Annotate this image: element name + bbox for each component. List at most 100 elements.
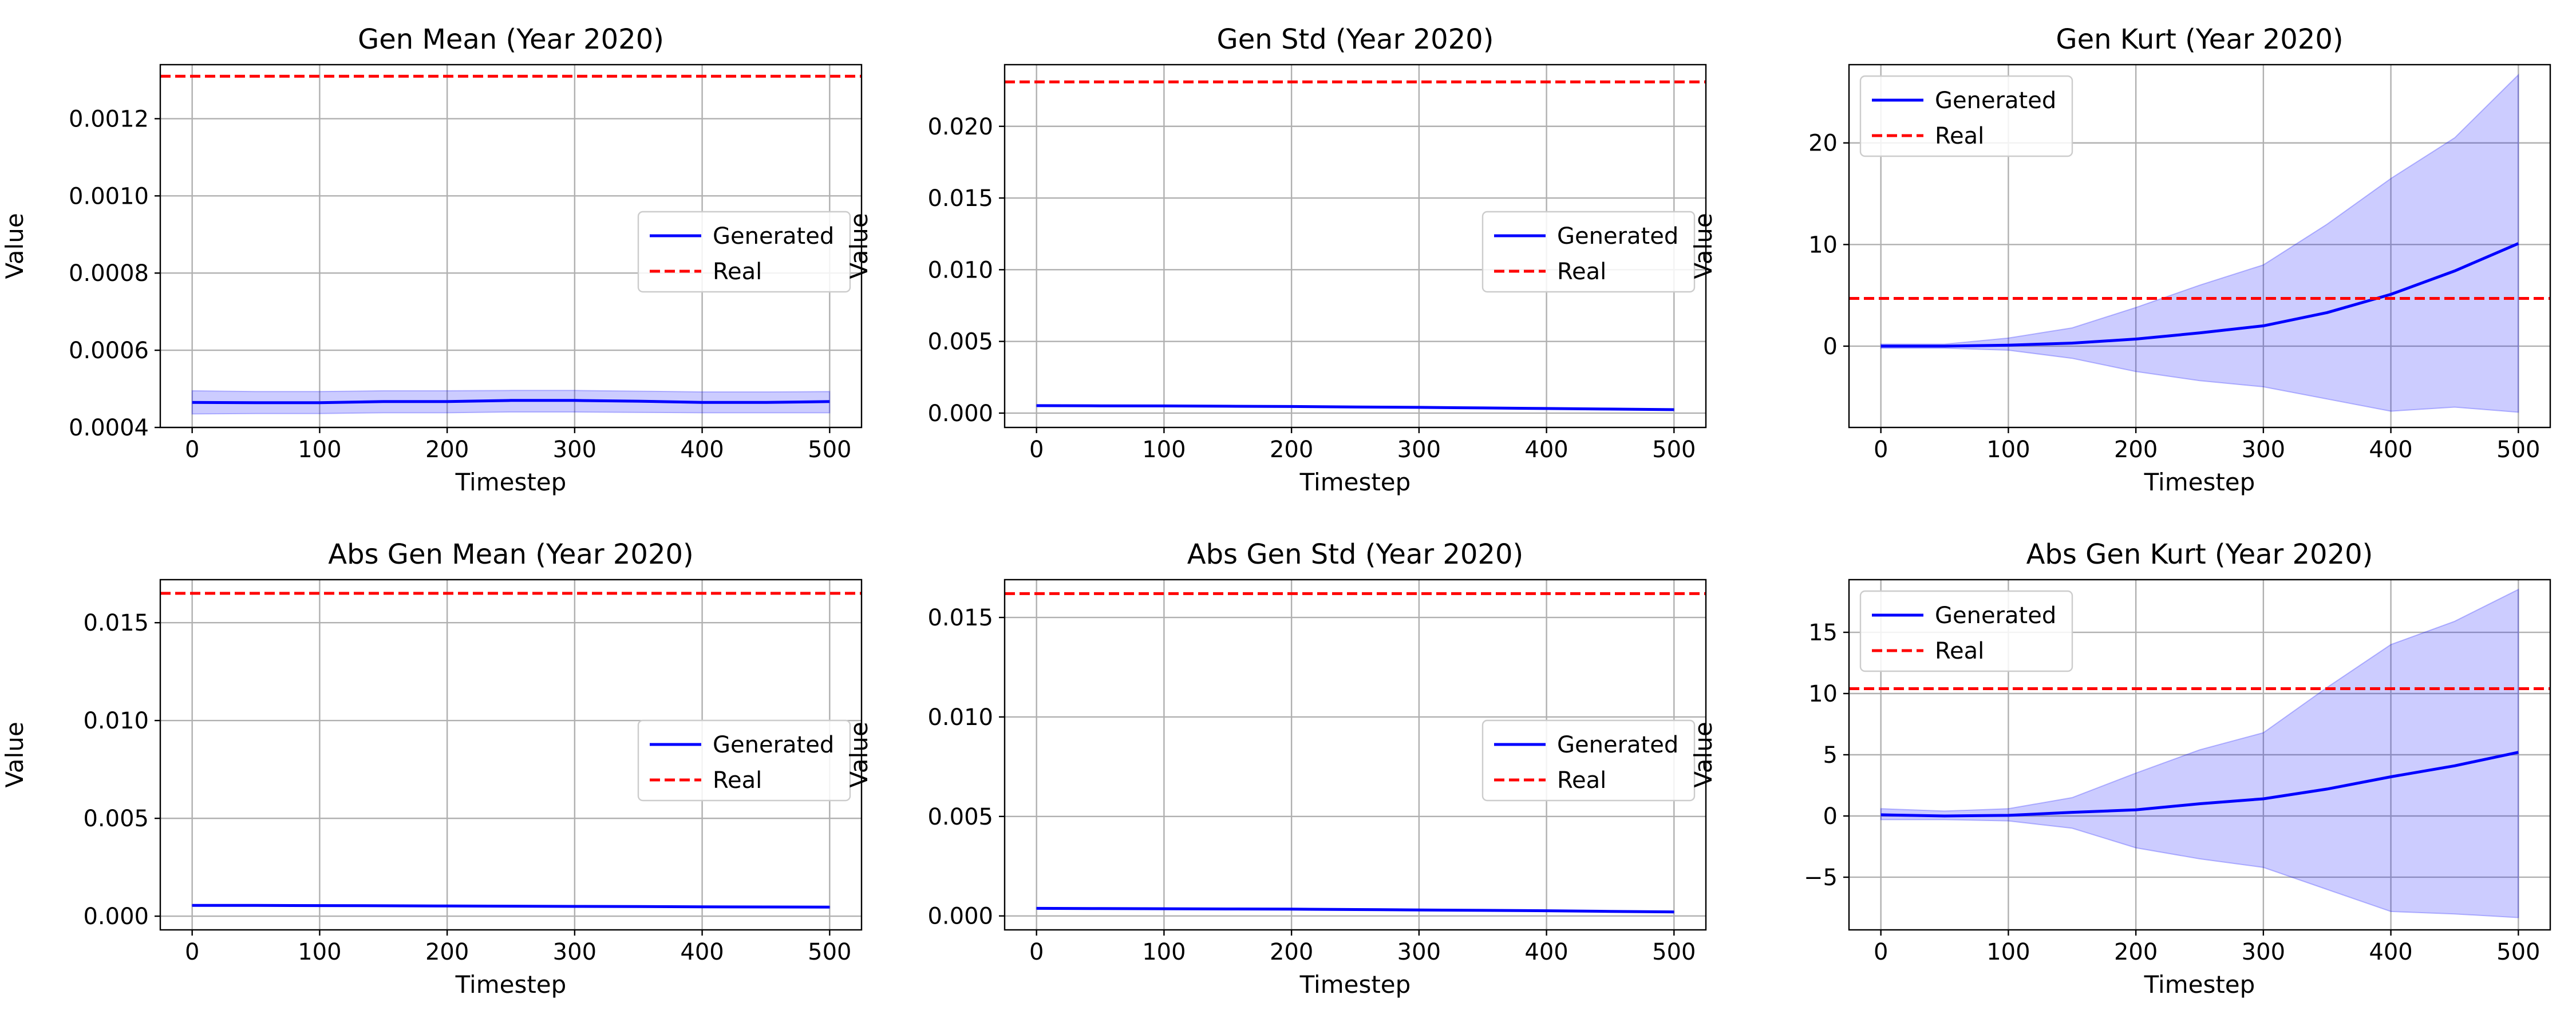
y-tick-label: 0.010: [927, 257, 993, 283]
generated-line: [1880, 242, 2519, 348]
y-tick-label: 10: [1808, 232, 1838, 258]
y-tick-label: 15: [1808, 620, 1838, 646]
subplot-3: 0 100 200 300 400 500 0 10 20 Gen Kurt (Year 2020…: [1689, 23, 2551, 496]
y-tick-label: 0.005: [83, 806, 149, 832]
x-tick-label: 500: [1652, 437, 1696, 463]
y-tick-label: 0.0008: [69, 260, 149, 287]
subplot-4: 0 100 200 300 400 500 0.000 0.005 0.010 0.015 Abs …: [1, 538, 863, 999]
plot-area: [1849, 588, 2550, 918]
y-tick-label: 0.000: [83, 904, 149, 930]
x-tick-label: 300: [2242, 437, 2285, 463]
legend: Generated Real: [1859, 590, 2073, 672]
generated-line: [192, 399, 830, 405]
y-tick-label: 0.0006: [69, 338, 149, 364]
x-tick-label: 300: [2242, 939, 2285, 965]
chart-title: Gen Std (Year 2020): [1217, 23, 1494, 56]
y-tick-label: 0.020: [927, 114, 993, 140]
x-tick-label: 500: [808, 939, 851, 965]
plot-area: [160, 592, 862, 909]
plot-area: [1005, 80, 1706, 411]
legend-box: [637, 211, 851, 293]
x-axis-label: Timestep: [1299, 970, 1411, 999]
legend-generated-label: Generated: [1935, 603, 2056, 629]
legend-box: [1481, 211, 1696, 293]
legend: Generated Real: [1859, 75, 2073, 157]
y-tick-label: 0.010: [927, 704, 993, 731]
legend: Generated Real: [637, 211, 851, 293]
x-tick-label: 300: [1397, 939, 1441, 965]
chart-title: Gen Kurt (Year 2020): [2056, 23, 2343, 56]
generated-band: [1880, 73, 2519, 413]
legend-generated-label: Generated: [1935, 88, 2056, 114]
y-tick-label: 0.015: [927, 605, 993, 631]
x-tick-label: 100: [1986, 437, 2030, 463]
x-axis-label: Timestep: [455, 970, 567, 999]
y-tick-label: 0: [1823, 803, 1838, 830]
legend-generated-label: Generated: [1557, 223, 1678, 249]
x-tick-label: 200: [1270, 437, 1313, 463]
x-tick-label: 200: [2114, 939, 2158, 965]
x-tick-label: 200: [425, 939, 469, 965]
x-tick-label: 100: [1142, 939, 1186, 965]
subplot-5: 0 100 200 300 400 500 0.000 0.005 0.010 0.015 Abs …: [845, 538, 1707, 999]
y-tick-label: 0: [1823, 334, 1838, 360]
x-tick-label: 0: [1029, 437, 1044, 463]
x-tick-label: 0: [185, 939, 199, 965]
y-tick-label: 0.000: [927, 401, 993, 427]
axes-frame: [1848, 64, 2551, 429]
legend-box: [1859, 590, 2073, 672]
y-tick-label: 20: [1808, 130, 1838, 157]
legend-generated-label: Generated: [713, 223, 834, 249]
y-axis-label: Value: [1, 213, 29, 279]
x-tick-label: 500: [1652, 939, 1696, 965]
generated-line: [1036, 404, 1674, 411]
legend-real-label: Real: [713, 259, 762, 285]
y-axis-label: Value: [845, 722, 873, 787]
chart-title: Gen Mean (Year 2020): [358, 23, 664, 56]
x-tick-label: 100: [1986, 939, 2030, 965]
x-tick-label: 0: [1874, 437, 1888, 463]
generated-band: [191, 390, 831, 415]
legend-generated-label: Generated: [713, 732, 834, 758]
legend: Generated Real: [637, 719, 851, 802]
x-tick-label: 300: [553, 939, 596, 965]
x-tick-label: 0: [185, 437, 199, 463]
x-tick-label: 0: [1029, 939, 1044, 965]
legend: Generated Real: [1481, 211, 1696, 293]
x-tick-label: 400: [1524, 939, 1568, 965]
x-tick-label: 200: [2114, 437, 2158, 463]
chart-title: Abs Gen Kurt (Year 2020): [2026, 538, 2373, 571]
x-tick-label: 300: [1397, 437, 1441, 463]
x-tick-label: 100: [298, 939, 341, 965]
y-tick-label: 10: [1808, 681, 1838, 707]
x-axis-label: Timestep: [2144, 970, 2255, 999]
legend-real-label: Real: [1557, 259, 1606, 285]
x-tick-label: 400: [1524, 437, 1568, 463]
generated-line: [1880, 751, 2519, 818]
chart-title: Abs Gen Std (Year 2020): [1187, 538, 1523, 571]
x-tick-label: 300: [553, 437, 596, 463]
x-tick-label: 400: [680, 437, 724, 463]
x-tick-label: 400: [680, 939, 724, 965]
axes-frame: [159, 64, 863, 429]
y-tick-label: 0.0010: [69, 183, 149, 209]
y-tick-label: 0.010: [83, 708, 149, 734]
y-tick-label: 0.000: [927, 904, 993, 930]
y-tick-label: 0.005: [927, 329, 993, 355]
x-tick-label: 100: [298, 437, 341, 463]
legend-real-label: Real: [1935, 638, 1984, 664]
x-tick-label: 200: [1270, 939, 1313, 965]
generated-band: [1880, 588, 2519, 918]
legend: Generated Real: [1481, 719, 1696, 802]
chart-title: Abs Gen Mean (Year 2020): [328, 538, 694, 571]
legend-real-label: Real: [713, 767, 762, 794]
x-tick-label: 500: [808, 437, 851, 463]
axes-frame: [1003, 64, 1707, 429]
subplot-1: 0 100 200 300 400 500 0.0004 0.0006 0.0008 0.0010…: [1, 23, 863, 496]
x-tick-label: 500: [2496, 437, 2540, 463]
y-tick-label: 0.005: [927, 804, 993, 830]
y-tick-label: −5: [1804, 865, 1838, 891]
x-tick-label: 400: [2369, 437, 2412, 463]
legend-box: [637, 719, 851, 802]
y-tick-label: 5: [1823, 742, 1838, 768]
